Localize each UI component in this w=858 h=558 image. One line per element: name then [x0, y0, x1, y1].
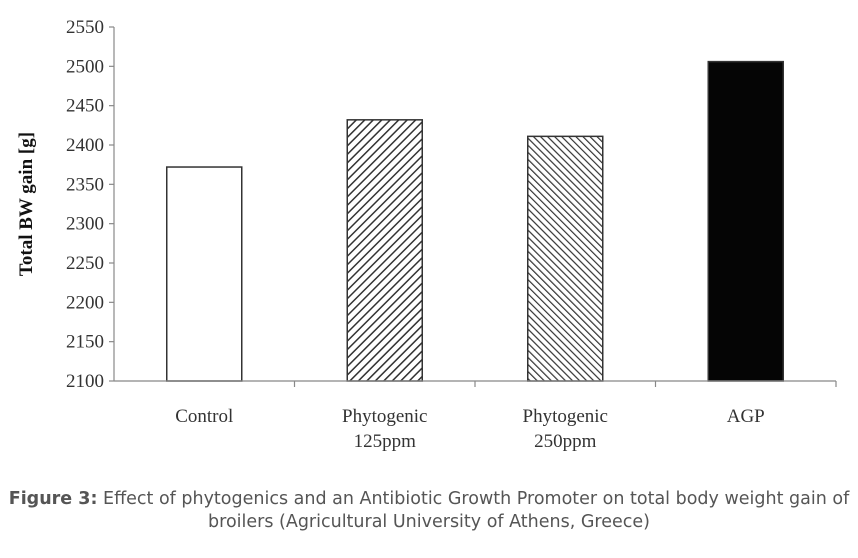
figure-caption: Figure 3: Effect of phytogenics and an A…	[0, 488, 858, 534]
y-tick-label: 2150	[66, 332, 104, 353]
figure-caption-text: Effect of phytogenics and an Antibiotic …	[97, 489, 850, 532]
bar-chart: 2100 2150 2200 2250 2300 2350 2400 2450 2500 2550…	[16, 17, 837, 452]
y-tick-label: 2250	[66, 253, 104, 274]
bar-1	[346, 119, 423, 382]
x-category-label: AGP	[727, 406, 765, 427]
bar-2	[527, 135, 604, 382]
y-tick-label: 2400	[66, 135, 104, 156]
x-category-label: Control	[175, 406, 233, 427]
y-tick-label: 2100	[66, 371, 104, 392]
y-tick-label: 2300	[66, 214, 104, 235]
y-axis-ticks: 2100 2150 2200 2250 2300 2350 2400 2450 2500 2550	[66, 17, 114, 392]
bar-0	[166, 166, 243, 382]
x-category-label: 250ppm	[534, 431, 597, 452]
x-category-label: 125ppm	[354, 431, 417, 452]
y-tick-label: 2500	[66, 56, 104, 77]
y-tick-label: 2550	[66, 17, 104, 38]
y-tick-label: 2200	[66, 292, 104, 313]
figure-label: Figure 3:	[8, 489, 98, 509]
y-axis-title: Total BW gain [g]	[16, 132, 37, 276]
bar-3	[707, 60, 784, 382]
bars	[166, 60, 784, 382]
y-tick-label: 2450	[66, 96, 104, 117]
y-tick-label: 2350	[66, 174, 104, 195]
x-axis-labels: Control Phytogenic 125ppm Phytogenic 250ppm A…	[175, 381, 837, 452]
x-category-label: Phytogenic	[342, 406, 428, 427]
x-category-label: Phytogenic	[523, 406, 609, 427]
